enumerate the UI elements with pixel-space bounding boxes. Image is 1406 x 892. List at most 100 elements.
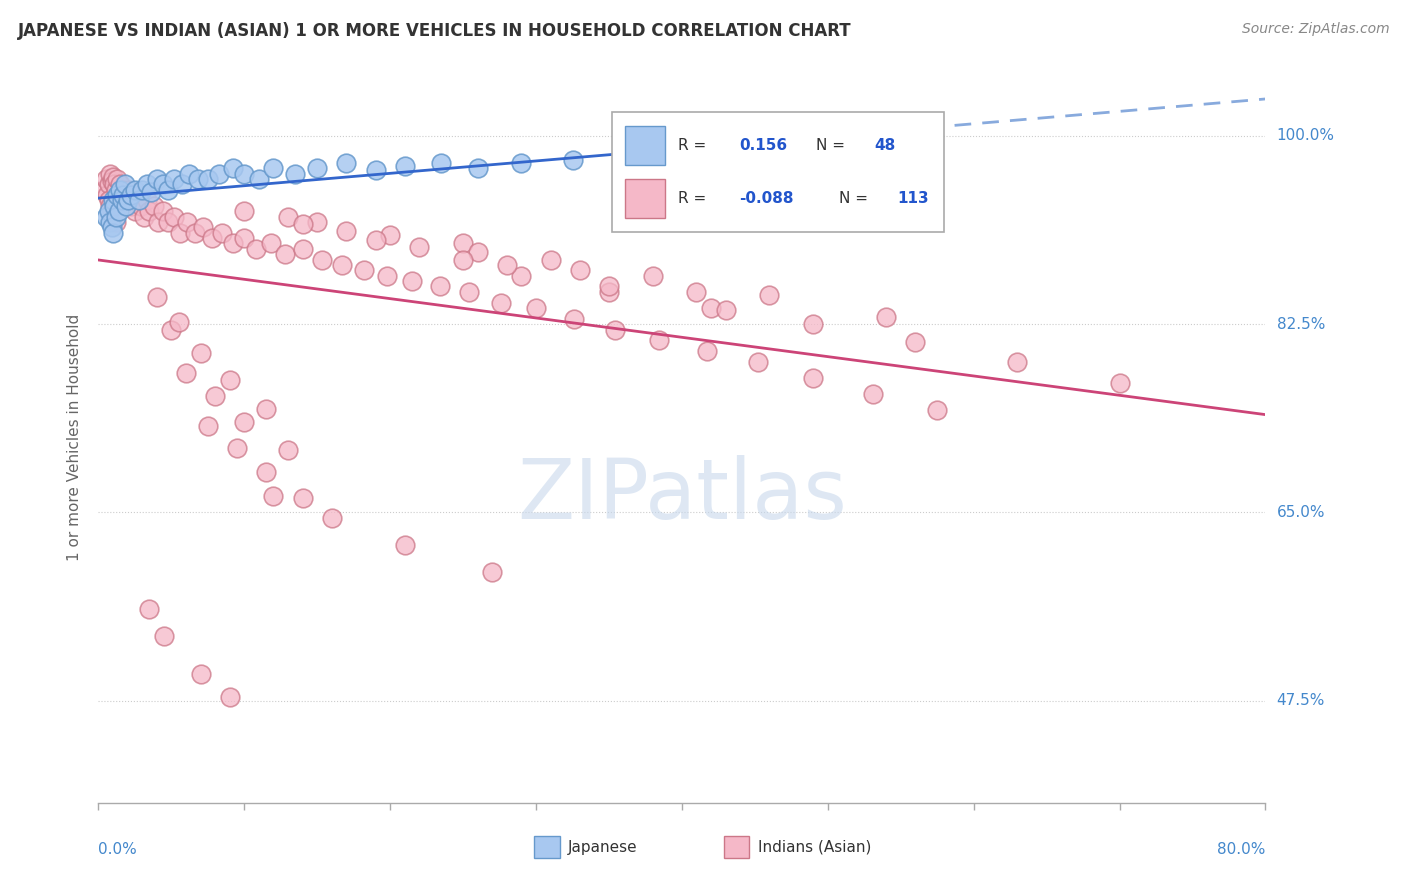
Point <box>94 210 117 224</box>
Point <box>561 153 583 167</box>
Point <box>163 172 186 186</box>
Point <box>510 156 533 170</box>
Point <box>131 183 153 197</box>
Point <box>233 204 256 219</box>
Point <box>204 389 226 403</box>
Point <box>105 188 128 202</box>
Point <box>176 215 198 229</box>
Point <box>187 172 209 186</box>
Point <box>451 236 474 251</box>
Point <box>801 317 824 331</box>
Point <box>714 303 737 318</box>
Point <box>190 666 212 681</box>
Point <box>152 204 174 219</box>
Point <box>801 371 824 385</box>
Point <box>233 415 256 429</box>
Point <box>135 194 157 208</box>
Point <box>120 199 142 213</box>
Point <box>211 226 233 240</box>
Point <box>307 215 329 229</box>
Point <box>127 194 149 208</box>
Point <box>408 240 430 254</box>
Point <box>201 231 224 245</box>
Point <box>307 161 329 176</box>
Text: 0.156: 0.156 <box>740 138 787 153</box>
Point <box>112 188 135 202</box>
Point <box>174 366 197 380</box>
Point <box>335 223 357 237</box>
FancyBboxPatch shape <box>626 179 665 218</box>
Point <box>862 387 884 401</box>
Point <box>875 310 897 324</box>
Point <box>115 199 138 213</box>
Text: 47.5%: 47.5% <box>1277 693 1324 708</box>
Point <box>93 183 115 197</box>
Point <box>685 285 707 299</box>
Point <box>110 183 132 197</box>
Point <box>146 172 169 186</box>
Point <box>135 178 157 192</box>
Point <box>157 183 180 197</box>
Point <box>104 183 127 197</box>
Point <box>100 204 122 219</box>
Point <box>103 199 125 213</box>
Point <box>139 185 162 199</box>
Point <box>122 188 145 202</box>
Point <box>451 252 474 267</box>
Point <box>641 268 664 283</box>
Text: Source: ZipAtlas.com: Source: ZipAtlas.com <box>1241 22 1389 37</box>
Text: R =: R = <box>679 138 711 153</box>
Point <box>163 210 186 224</box>
Point <box>112 183 135 197</box>
Point <box>467 161 489 176</box>
Point <box>481 565 503 579</box>
Point <box>98 167 121 181</box>
Point <box>330 258 353 272</box>
Point <box>103 178 125 192</box>
Point <box>401 274 423 288</box>
Y-axis label: 1 or more Vehicles in Household: 1 or more Vehicles in Household <box>67 313 83 561</box>
Text: -0.088: -0.088 <box>740 191 793 206</box>
Point <box>353 263 375 277</box>
Point <box>128 194 150 208</box>
Point <box>157 215 180 229</box>
Point <box>458 285 481 299</box>
Point <box>177 167 200 181</box>
Point <box>132 210 155 224</box>
Point <box>183 226 205 240</box>
Point <box>291 491 314 506</box>
Point <box>904 335 927 350</box>
Point <box>97 178 120 192</box>
Point <box>190 346 212 360</box>
Point <box>104 210 127 224</box>
Point <box>218 690 240 705</box>
Point <box>394 538 416 552</box>
Text: N =: N = <box>815 138 851 153</box>
Point <box>489 295 512 310</box>
Point <box>1007 355 1029 369</box>
Text: N =: N = <box>839 191 873 206</box>
Point <box>233 231 256 245</box>
Point <box>927 403 949 417</box>
Point <box>111 194 134 208</box>
Point <box>394 159 416 173</box>
Text: 80.0%: 80.0% <box>1218 842 1265 856</box>
Point <box>831 139 853 153</box>
Point <box>262 489 284 503</box>
Point <box>524 301 547 315</box>
Point <box>747 355 769 369</box>
Point <box>496 258 519 272</box>
Point <box>142 199 165 213</box>
Point <box>111 194 134 208</box>
Point <box>101 226 124 240</box>
Point <box>321 510 343 524</box>
Point <box>612 150 634 164</box>
Text: Japanese: Japanese <box>568 840 638 855</box>
Point <box>193 220 215 235</box>
Point <box>208 167 231 181</box>
Point <box>284 167 307 181</box>
FancyBboxPatch shape <box>626 126 665 165</box>
Point <box>758 288 780 302</box>
Point <box>117 194 139 208</box>
Point <box>218 373 240 387</box>
